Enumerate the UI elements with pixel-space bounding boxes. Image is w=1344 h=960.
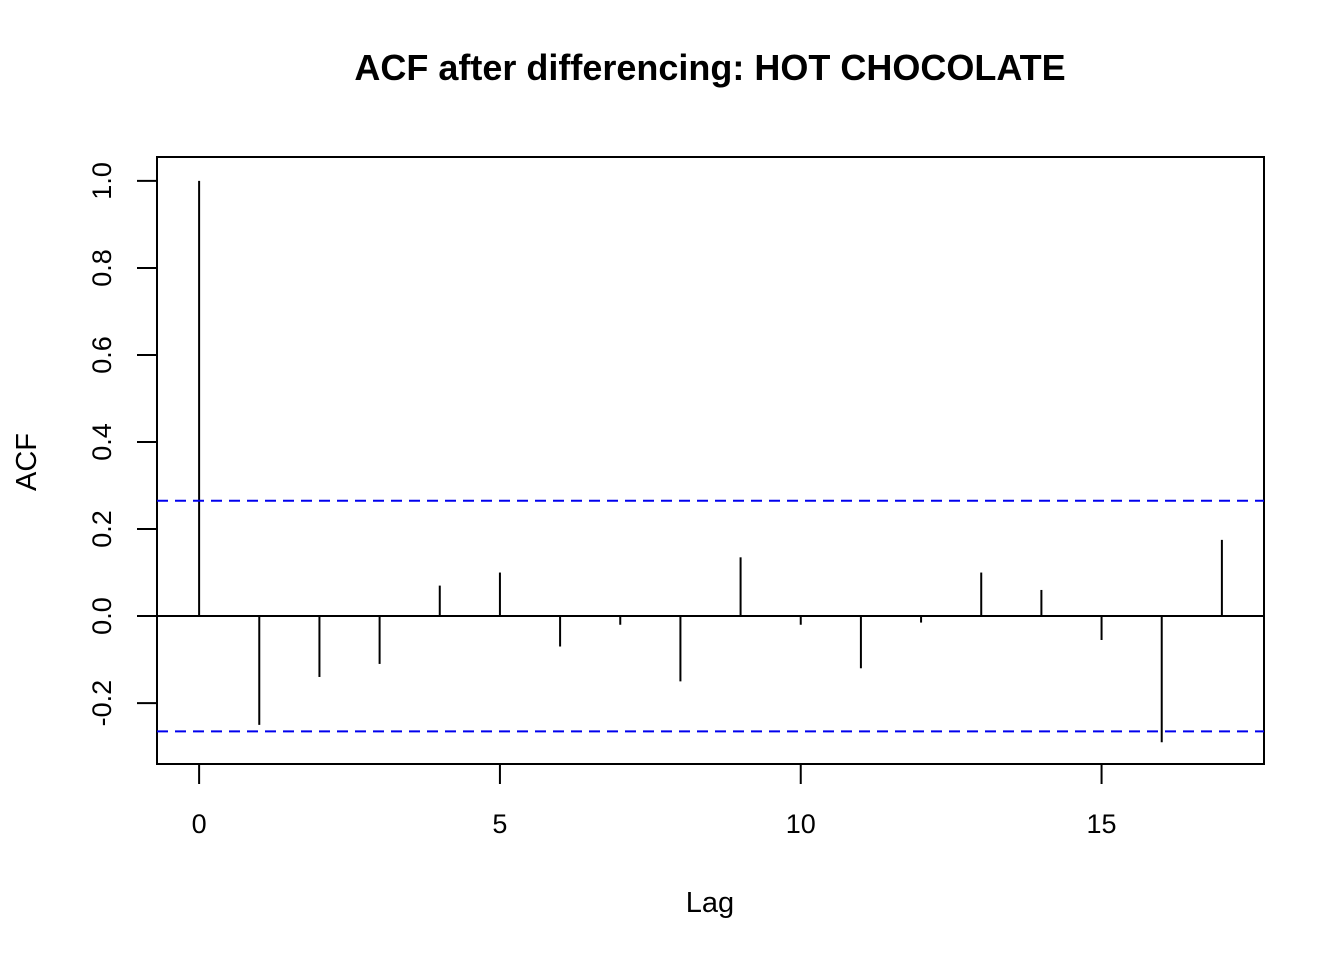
- y-tick-label: 0.8: [87, 249, 117, 287]
- chart-title: ACF after differencing: HOT CHOCOLATE: [354, 47, 1065, 88]
- y-tick-label: -0.2: [87, 680, 117, 727]
- acf-bars: [157, 180, 1264, 743]
- confidence-bounds: [157, 499, 1264, 733]
- x-axis-label: Lag: [686, 887, 734, 919]
- y-tick-label: 0.0: [87, 597, 117, 635]
- y-tick-label: 0.4: [87, 423, 117, 461]
- y-axis: -0.2 0.0 0.2 0.4 0.6 0.8 1.0: [87, 162, 158, 727]
- x-tick-label: 5: [492, 809, 507, 839]
- x-tick-label: 0: [192, 809, 207, 839]
- plot-frame: [156, 156, 1265, 765]
- x-tick-label: 10: [786, 809, 816, 839]
- x-axis: 0 5 10 15: [192, 763, 1117, 839]
- y-tick-label: 1.0: [87, 162, 117, 200]
- y-tick-label: 0.6: [87, 336, 117, 374]
- y-axis-label: ACF: [11, 433, 43, 491]
- x-tick-label: 15: [1087, 809, 1117, 839]
- y-tick-label: 0.2: [87, 510, 117, 548]
